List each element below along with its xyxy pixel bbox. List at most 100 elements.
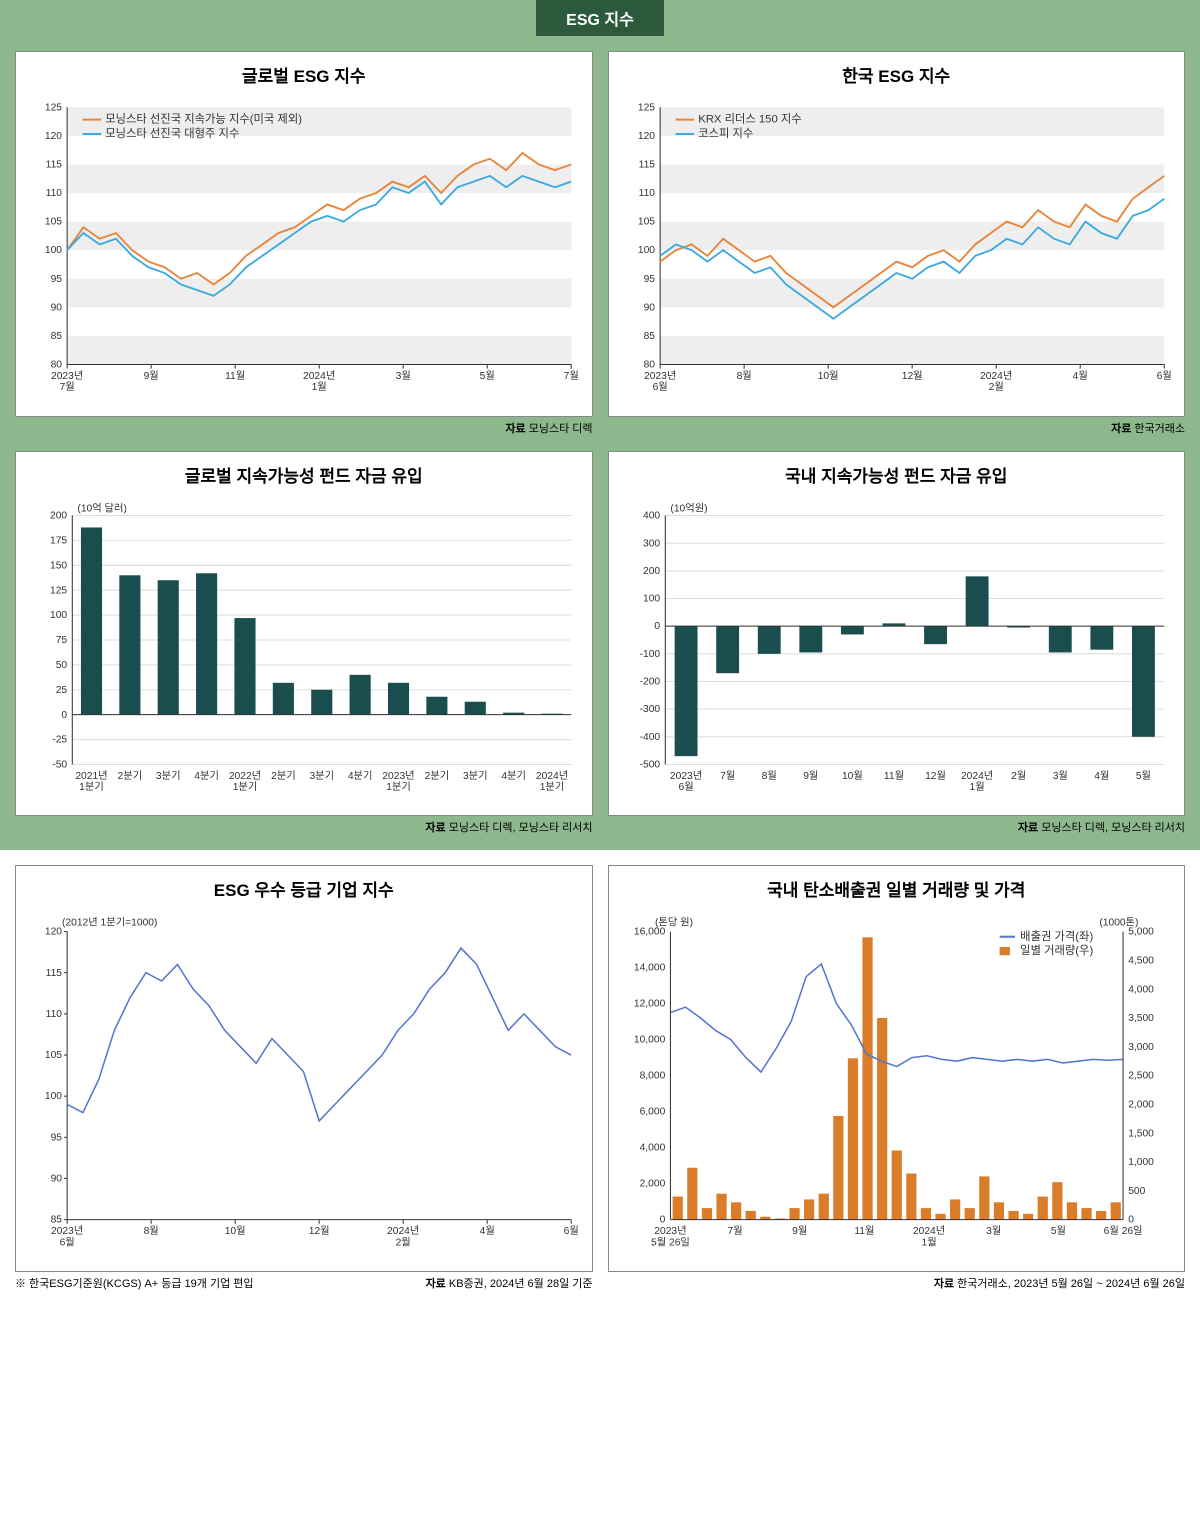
svg-text:코스피 지수: 코스피 지수 — [698, 127, 753, 140]
svg-text:4,500: 4,500 — [1128, 956, 1154, 967]
chart-source: 자료 모닝스타 디렉 — [15, 420, 593, 436]
svg-text:2,000: 2,000 — [1128, 1100, 1154, 1111]
svg-text:-25: -25 — [52, 734, 67, 745]
svg-text:100: 100 — [45, 245, 62, 256]
chart-svg: (10억 달러)-50-2502550751001251501752002021… — [26, 497, 582, 806]
svg-text:110: 110 — [638, 188, 655, 199]
svg-text:5월 26일: 5월 26일 — [651, 1237, 690, 1249]
svg-text:2월: 2월 — [1011, 769, 1026, 781]
svg-text:400: 400 — [643, 510, 660, 521]
svg-text:4월: 4월 — [1094, 769, 1109, 781]
svg-text:2024년: 2024년 — [980, 370, 1012, 382]
svg-text:3분기: 3분기 — [309, 769, 334, 781]
svg-text:10월: 10월 — [841, 769, 862, 781]
svg-text:6월: 6월 — [60, 1237, 75, 1249]
chart-domestic-fund: 국내 지속가능성 펀드 자금 유입 (10억원)-500-400-300-200… — [608, 451, 1186, 817]
svg-text:4분기: 4분기 — [501, 769, 526, 781]
svg-text:80: 80 — [643, 360, 655, 371]
svg-text:16,000: 16,000 — [633, 927, 665, 938]
svg-text:모닝스타 선진국 지속가능 지수(미국 제외): 모닝스타 선진국 지속가능 지수(미국 제외) — [105, 113, 302, 126]
svg-text:2분기: 2분기 — [425, 769, 450, 781]
svg-text:0: 0 — [659, 1215, 665, 1226]
chart-svg: 808590951001051101151201252023년7월9월11월20… — [26, 97, 582, 406]
chart-svg: (2012년 1분기=1000)859095100105110115120202… — [26, 911, 582, 1261]
svg-text:90: 90 — [643, 302, 655, 313]
svg-text:2월: 2월 — [988, 381, 1003, 393]
chart-svg: (톤당 원)(1000톤)02,0004,0006,0008,00010,000… — [619, 911, 1175, 1261]
svg-text:8,000: 8,000 — [639, 1071, 665, 1082]
chart-source: 자료 한국거래소 — [608, 420, 1186, 436]
svg-text:95: 95 — [51, 1133, 63, 1144]
svg-text:120: 120 — [45, 131, 62, 142]
svg-text:105: 105 — [637, 217, 654, 228]
svg-text:150: 150 — [50, 560, 67, 571]
svg-text:1분기: 1분기 — [386, 781, 411, 793]
svg-text:1,500: 1,500 — [1128, 1128, 1154, 1139]
svg-text:2023년: 2023년 — [51, 1225, 83, 1237]
svg-text:300: 300 — [643, 538, 660, 549]
chart-title: 국내 지속가능성 펀드 자금 유입 — [619, 462, 1175, 487]
chart-svg: 808590951001051101151201252023년6월8월10월12… — [619, 97, 1175, 406]
svg-text:115: 115 — [638, 160, 655, 171]
svg-text:2024년: 2024년 — [387, 1225, 419, 1237]
svg-text:0: 0 — [1128, 1215, 1134, 1226]
svg-text:6월: 6월 — [1156, 370, 1171, 382]
svg-text:95: 95 — [643, 274, 655, 285]
svg-text:모닝스타 선진국 대형주 지수: 모닝스타 선진국 대형주 지수 — [105, 127, 239, 140]
svg-text:8월: 8월 — [736, 370, 751, 382]
svg-text:500: 500 — [1128, 1186, 1145, 1197]
svg-text:12월: 12월 — [925, 769, 946, 781]
svg-text:2021년: 2021년 — [75, 769, 107, 781]
svg-text:2023년: 2023년 — [51, 370, 83, 382]
svg-text:100: 100 — [50, 610, 67, 621]
svg-text:1분기: 1분기 — [540, 781, 565, 793]
svg-text:9월: 9월 — [803, 769, 818, 781]
chart-title: 글로벌 지속가능성 펀드 자금 유입 — [26, 462, 582, 487]
svg-text:2022년: 2022년 — [229, 769, 261, 781]
svg-text:4분기: 4분기 — [194, 769, 219, 781]
svg-text:9월: 9월 — [792, 1225, 807, 1237]
svg-text:5월: 5월 — [1135, 769, 1150, 781]
chart-korea-esg: 한국 ESG 지수 808590951001051101151201252023… — [608, 51, 1186, 417]
svg-text:200: 200 — [50, 510, 67, 521]
svg-text:0: 0 — [61, 709, 67, 720]
svg-text:10,000: 10,000 — [633, 1035, 665, 1046]
svg-text:125: 125 — [50, 585, 67, 596]
svg-text:12,000: 12,000 — [633, 999, 665, 1010]
chart-title: 글로벌 ESG 지수 — [26, 62, 582, 87]
svg-text:-500: -500 — [639, 759, 660, 770]
svg-text:-300: -300 — [639, 704, 660, 715]
svg-text:2023년: 2023년 — [654, 1225, 686, 1237]
svg-text:일별 거래량(우): 일별 거래량(우) — [1020, 943, 1093, 957]
svg-text:8월: 8월 — [144, 1225, 159, 1237]
svg-text:2분기: 2분기 — [118, 769, 143, 781]
svg-text:4월: 4월 — [1072, 370, 1087, 382]
chart-title: 한국 ESG 지수 — [619, 62, 1175, 87]
svg-text:4월: 4월 — [480, 1225, 495, 1237]
chart-source: 자료 한국거래소, 2023년 5월 26일 ~ 2024년 6월 26일 — [608, 1275, 1186, 1291]
svg-text:4,000: 4,000 — [639, 1143, 665, 1154]
svg-text:6월: 6월 — [678, 781, 693, 793]
svg-text:3월: 3월 — [986, 1225, 1001, 1237]
svg-text:2024년: 2024년 — [303, 370, 335, 382]
svg-text:85: 85 — [51, 331, 63, 342]
svg-text:100: 100 — [45, 1091, 62, 1102]
svg-text:1분기: 1분기 — [79, 781, 104, 793]
svg-text:배출권 가격(좌): 배출권 가격(좌) — [1020, 929, 1093, 943]
svg-text:3월: 3월 — [396, 370, 411, 382]
svg-text:10월: 10월 — [225, 1225, 246, 1237]
svg-text:11월: 11월 — [883, 769, 903, 781]
svg-text:-100: -100 — [639, 649, 660, 660]
chart-source: 자료 모닝스타 디렉, 모닝스타 리서치 — [15, 819, 593, 835]
svg-text:12월: 12월 — [309, 1225, 330, 1237]
svg-text:50: 50 — [56, 660, 68, 671]
chart-title: 국내 탄소배출권 일별 거래량 및 가격 — [619, 876, 1175, 901]
svg-text:(2012년 1분기=1000): (2012년 1분기=1000) — [62, 917, 157, 929]
svg-text:7월: 7월 — [60, 381, 75, 393]
svg-text:120: 120 — [45, 927, 62, 938]
svg-text:110: 110 — [46, 188, 63, 199]
svg-text:6,000: 6,000 — [639, 1107, 665, 1118]
svg-text:-50: -50 — [52, 759, 67, 770]
svg-text:14,000: 14,000 — [633, 963, 665, 974]
svg-text:1월: 1월 — [312, 381, 327, 393]
